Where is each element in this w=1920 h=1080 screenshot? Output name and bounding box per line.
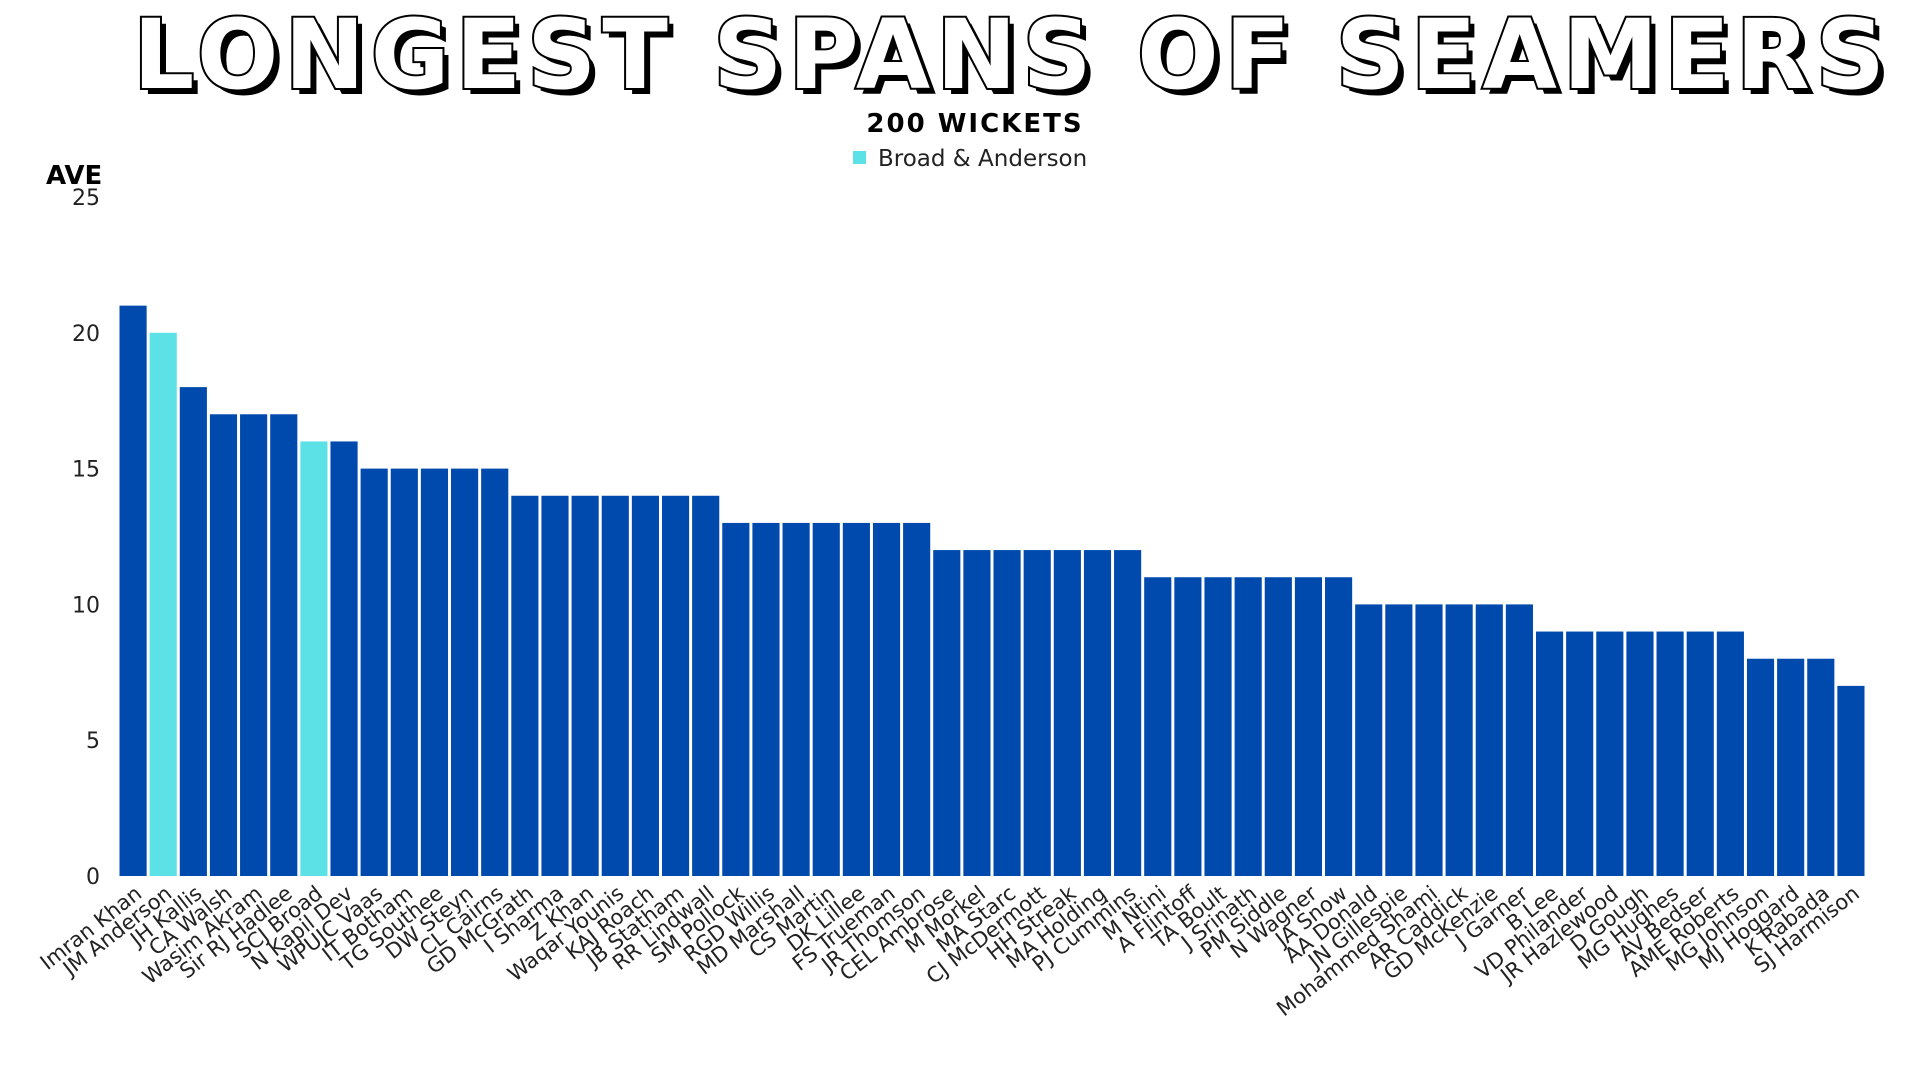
chart-title: LONGEST SPANS OF SEAMERS LONGEST SPANS O…	[131, 0, 1897, 117]
y-tick-label: 20	[72, 322, 100, 347]
bar	[270, 414, 298, 876]
bar	[752, 522, 780, 876]
y-tick-label: 5	[86, 729, 100, 754]
legend-label: Broad & Anderson	[878, 146, 1087, 172]
bar	[1083, 550, 1112, 876]
bar	[1505, 604, 1533, 876]
bar	[541, 495, 569, 876]
bar	[1355, 604, 1383, 876]
bar	[1566, 631, 1594, 876]
bar	[1807, 658, 1835, 876]
y-axis-label: AVE	[46, 161, 102, 191]
bar	[872, 522, 901, 876]
bar	[1445, 604, 1473, 876]
y-tick-label: 10	[72, 593, 100, 618]
bar	[842, 522, 870, 876]
bar	[1294, 577, 1323, 876]
bar	[963, 550, 991, 876]
bar	[571, 495, 599, 876]
bar	[1174, 577, 1202, 876]
chart-title-text: LONGEST SPANS OF SEAMERS	[133, 0, 1891, 111]
bar	[1325, 577, 1353, 876]
bar	[1144, 577, 1172, 876]
bar	[300, 441, 328, 876]
legend: Broad & Anderson	[853, 146, 1087, 172]
bar	[1716, 631, 1744, 876]
bar	[1746, 658, 1775, 876]
y-axis-ticks: 0 5 10 15 20 25	[72, 186, 100, 890]
bar	[1204, 577, 1232, 876]
bar	[420, 468, 449, 876]
bar	[1234, 577, 1262, 876]
bar	[511, 495, 539, 876]
bar	[692, 495, 720, 876]
bar	[1535, 631, 1564, 876]
bar	[1626, 631, 1654, 876]
bar	[1053, 550, 1081, 876]
bar	[481, 468, 509, 876]
bar	[360, 468, 388, 876]
bar	[782, 522, 810, 876]
bar	[631, 495, 659, 876]
bar	[119, 305, 147, 876]
bar	[1837, 685, 1865, 876]
bar	[1385, 604, 1413, 876]
legend-swatch	[853, 151, 866, 164]
bar	[149, 332, 177, 876]
bar	[722, 522, 750, 876]
bar	[1023, 550, 1051, 876]
y-tick-label: 15	[72, 458, 100, 483]
bar	[601, 495, 629, 876]
y-tick-label: 25	[72, 186, 100, 211]
bar	[1415, 604, 1443, 876]
bar	[451, 468, 479, 876]
bar	[1777, 658, 1805, 876]
bar	[903, 522, 931, 876]
bar	[1596, 631, 1624, 876]
bar	[390, 468, 418, 876]
bar	[330, 441, 358, 876]
bar	[661, 495, 690, 876]
bar	[209, 414, 238, 876]
bar	[812, 522, 840, 876]
bar	[1656, 631, 1684, 876]
chart-title-shadow: LONGEST SPANS OF SEAMERS	[139, 5, 1897, 117]
bars	[119, 305, 1865, 876]
y-tick-label: 0	[86, 865, 100, 890]
bar	[1114, 550, 1142, 876]
chart-subtitle: 200 WICKETS	[866, 109, 1083, 139]
bar	[240, 414, 268, 876]
bar	[993, 550, 1021, 876]
bar	[1475, 604, 1503, 876]
bar	[1264, 577, 1292, 876]
bar	[179, 387, 207, 876]
bar	[1686, 631, 1714, 876]
bar	[933, 550, 961, 876]
